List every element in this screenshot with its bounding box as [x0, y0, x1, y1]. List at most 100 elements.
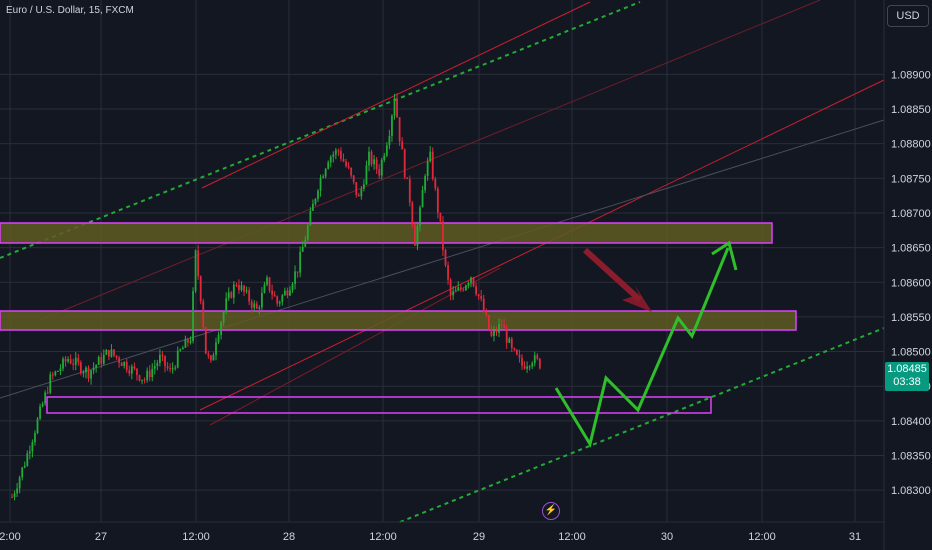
- candle-body: [442, 221, 444, 250]
- channel-gray: [0, 119, 885, 399]
- candle-body: [482, 298, 485, 312]
- price-tick-label: 1.08750: [891, 173, 931, 185]
- last-price-badge: 1.08485 03:38: [885, 362, 929, 391]
- channel-upper-dotted: [0, 1, 641, 259]
- candle-body: [299, 251, 302, 273]
- candle-body: [16, 488, 18, 494]
- candle-body: [342, 158, 345, 162]
- candle-body: [322, 176, 324, 178]
- candle-body: [243, 285, 245, 292]
- candle-body: [125, 361, 128, 371]
- candle-body: [59, 368, 62, 371]
- candle-body: [115, 355, 118, 358]
- candle-body: [500, 324, 503, 326]
- candle-body: [258, 307, 261, 309]
- candle-body: [472, 277, 475, 287]
- time-tick-label: 27: [95, 531, 107, 543]
- candle-body: [227, 292, 230, 299]
- channel-lower-dotted: [399, 327, 885, 523]
- candle-body: [118, 357, 120, 363]
- price-tick-label: 1.08500: [891, 347, 931, 359]
- candle-body: [174, 367, 177, 369]
- candle-body: [220, 322, 222, 335]
- candle-body: [105, 350, 108, 355]
- candle-body: [495, 330, 498, 333]
- candle-body: [337, 150, 340, 152]
- candle-body: [128, 370, 131, 374]
- candle-body: [419, 207, 421, 227]
- candle-body: [347, 166, 350, 168]
- candle-body: [199, 276, 202, 302]
- candle-body: [69, 359, 72, 364]
- candle-body: [202, 301, 205, 327]
- candle-body: [176, 350, 179, 368]
- projection-arrowhead: [711, 240, 738, 271]
- candle-body: [36, 418, 39, 434]
- candle-body: [181, 347, 184, 350]
- candle-body: [146, 370, 149, 381]
- candle-body: [87, 367, 90, 379]
- candle-body: [510, 338, 513, 348]
- candle-body: [493, 330, 495, 336]
- flash-icon[interactable]: ⚡: [542, 502, 560, 520]
- candle-body: [204, 326, 207, 354]
- candle-body: [261, 292, 263, 308]
- candle-body: [62, 358, 64, 369]
- candle-body: [217, 334, 220, 343]
- candle-body: [505, 328, 508, 343]
- candle-body: [304, 239, 307, 247]
- candle-body: [141, 379, 143, 381]
- candle-body: [314, 198, 317, 204]
- candle-body: [253, 303, 256, 308]
- candle-body: [44, 392, 47, 404]
- candle-body: [268, 277, 271, 291]
- candle-body: [102, 354, 105, 364]
- candle-body: [516, 349, 518, 355]
- candle-body: [454, 290, 457, 292]
- candle-body: [301, 246, 304, 252]
- candle-body: [421, 190, 424, 208]
- candle-body: [212, 355, 215, 361]
- candle-body: [485, 311, 488, 316]
- candle-body: [97, 357, 100, 365]
- candle-body: [51, 374, 54, 376]
- currency-button[interactable]: USD: [887, 5, 929, 27]
- candle-body: [503, 325, 506, 329]
- candle-body: [110, 349, 113, 357]
- candle-body: [523, 365, 526, 369]
- candle-body: [54, 371, 57, 376]
- grid-lines: [0, 0, 884, 522]
- candle-body: [85, 367, 87, 373]
- candle-body: [11, 497, 13, 499]
- candle-body: [447, 265, 449, 280]
- candle-body: [528, 366, 531, 368]
- candle-body: [319, 177, 322, 191]
- candle-body: [324, 168, 327, 177]
- candle-body: [225, 298, 228, 312]
- candle-body: [426, 161, 429, 176]
- time-axis: 2:00 27 12:00 28 12:00 29 12:00 30 12:00 31: [0, 521, 884, 543]
- candle-body: [64, 358, 67, 362]
- sr-zone-2: [0, 310, 797, 331]
- candle-body: [156, 362, 159, 366]
- candle-body: [306, 225, 309, 240]
- candle-body: [271, 290, 273, 295]
- candle-body: [538, 358, 541, 369]
- down-arrow-shaft: [582, 247, 643, 303]
- candle-body: [508, 338, 511, 343]
- candle-body: [536, 355, 539, 359]
- time-tick-label: 12:00: [182, 531, 210, 543]
- candle-body: [120, 362, 123, 366]
- candle-body: [340, 151, 342, 159]
- candle-body: [327, 162, 330, 169]
- candle-body: [408, 179, 411, 203]
- candle-body: [113, 349, 115, 356]
- candle-body: [363, 184, 365, 189]
- time-tick-label: 12:00: [748, 531, 776, 543]
- channel-red-low: [209, 267, 501, 426]
- candle-body: [431, 151, 434, 179]
- candle-body: [255, 303, 258, 309]
- candle-body: [296, 271, 299, 273]
- candle-body: [378, 168, 381, 176]
